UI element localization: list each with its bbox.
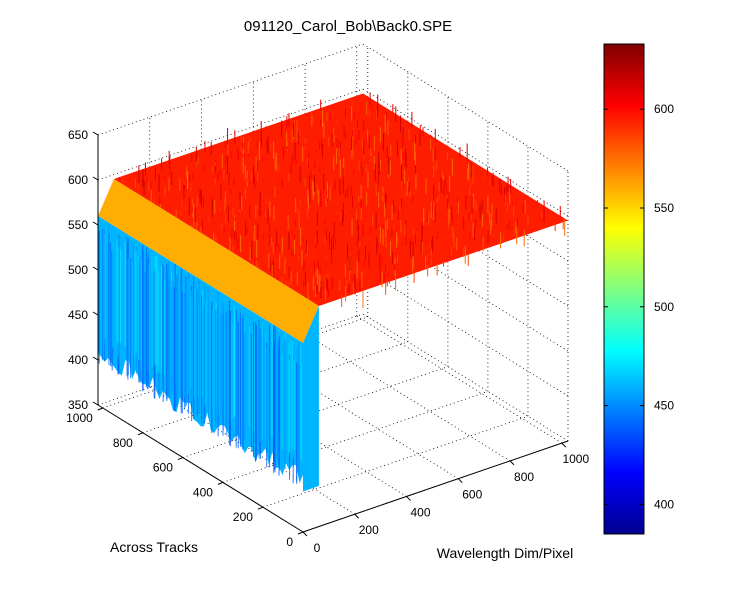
z-tick-label: 500 (68, 263, 88, 277)
grid-line (304, 333, 511, 462)
colorbar-tick-label: 550 (654, 201, 674, 215)
colorbar-tick-label: 600 (654, 102, 674, 116)
z-tick-mark (92, 401, 99, 406)
y-tick-label: 200 (233, 510, 253, 524)
grid-line (149, 386, 355, 515)
z-tick-label: 550 (68, 218, 88, 232)
y-tick-label: 800 (113, 436, 133, 450)
x-tick-label: 1000 (562, 452, 589, 466)
y-tick-mark (177, 457, 184, 461)
z-tick-label: 650 (68, 128, 88, 142)
x-tick-mark (354, 513, 360, 519)
z-tick-label: 450 (68, 308, 88, 322)
x-tick-label: 200 (359, 523, 379, 537)
surface-plateau (113, 93, 569, 306)
y-axis-label: Across Tracks (110, 539, 198, 555)
chart-title: 091120_Carol_Bob\Back0.SPE (244, 18, 452, 35)
x-tick-mark (302, 531, 308, 537)
x-tick-label: 600 (462, 488, 482, 502)
x-tick-mark (457, 478, 463, 484)
z-axis-ticks: 350 400 450 500 550 600 650 (68, 128, 99, 412)
colorbar-tick-label: 400 (654, 497, 674, 511)
y-tick-mark (257, 506, 264, 510)
y-axis-ticks: 0 200 400 600 800 1000 (66, 407, 304, 549)
y-tick-mark (297, 531, 304, 535)
x-tick-label: 800 (514, 470, 534, 484)
y-tick-mark (97, 407, 103, 411)
surface-rim (98, 179, 319, 343)
y-axis-line (97, 404, 304, 533)
colorbar: 400 450 500 550 600 (603, 43, 674, 535)
grid-line (356, 315, 562, 444)
surface-side-face (303, 306, 319, 492)
x-tick-mark (509, 460, 515, 466)
z-tick-mark (92, 356, 99, 361)
y-tick-label: 0 (286, 535, 293, 549)
z-tick-mark (92, 131, 99, 136)
x-axis-line (302, 440, 569, 533)
colorbar-ticks: 400 450 500 550 600 (604, 102, 674, 511)
grid-line (362, 313, 569, 442)
x-axis-ticks: 0 200 400 600 800 1000 (302, 442, 589, 555)
grid-line (362, 43, 569, 172)
grid-line (362, 268, 569, 397)
z-tick-label: 350 (68, 398, 88, 412)
grid-line (97, 43, 364, 136)
z-tick-mark (92, 176, 99, 181)
x-tick-mark (406, 496, 411, 501)
z-tick-mark (92, 221, 99, 226)
surface-plot (97, 92, 569, 492)
z-tick-mark (92, 266, 99, 271)
z-tick-label: 600 (68, 173, 88, 187)
y-tick-label: 600 (153, 461, 173, 475)
grid-line (222, 391, 489, 483)
z-tick-label: 400 (68, 353, 88, 367)
grid-line (97, 88, 364, 181)
x-axis-label: Wavelength Dim/Pixel (437, 545, 573, 561)
y-tick-mark (137, 432, 144, 436)
x-tick-label: 400 (411, 505, 431, 519)
x-tick-label: 0 (314, 541, 321, 555)
y-tick-label: 400 (193, 485, 213, 499)
grid-line (362, 88, 569, 217)
colorbar-tick-label: 500 (654, 300, 674, 314)
y-tick-label: 1000 (66, 411, 93, 425)
z-tick-mark (92, 311, 99, 316)
y-tick-mark (217, 481, 224, 485)
x-tick-mark (561, 442, 567, 448)
colorbar-tick-label: 450 (654, 399, 674, 413)
colorbar-gradient (603, 43, 645, 535)
grid-line (262, 415, 529, 508)
